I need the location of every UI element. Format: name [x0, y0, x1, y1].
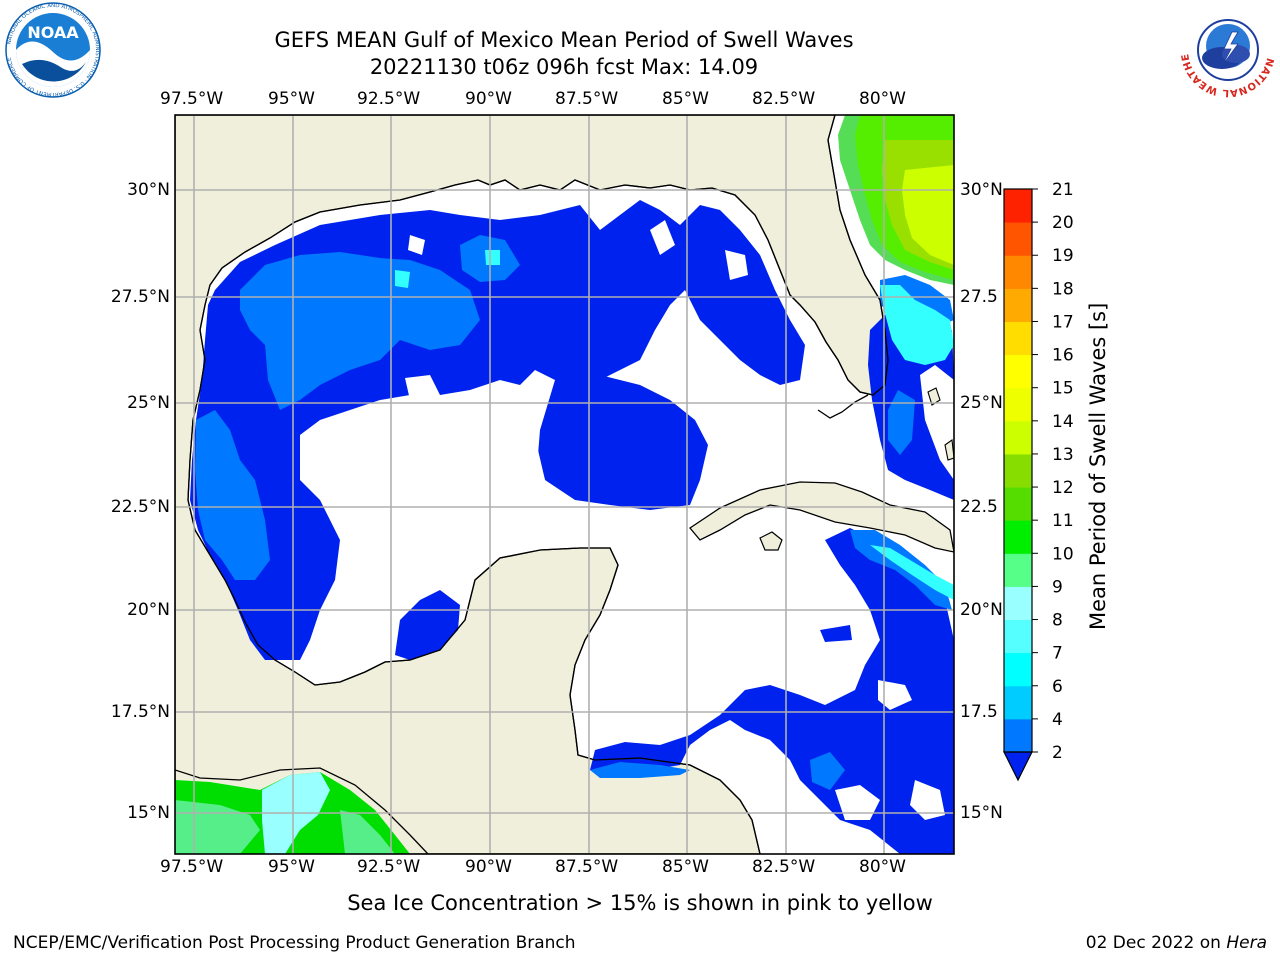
colorbar-tick-label: 14: [1052, 412, 1074, 432]
lat-tick-right: 17.5: [960, 702, 998, 722]
colorbar-segment: [1004, 354, 1032, 389]
colorbar-segment: [1004, 553, 1032, 587]
colorbar-tick-label: 6: [1052, 677, 1063, 697]
lon-tick-top: 95°W: [268, 89, 315, 109]
lon-tick-bottom: 90°W: [465, 857, 512, 877]
colorbar-tick-label: 9: [1052, 577, 1063, 597]
colorbar-tick-label: 12: [1052, 478, 1074, 498]
coastline: [187, 115, 889, 854]
colorbar-tick-label: 10: [1052, 544, 1074, 564]
colorbar-tick-label: 15: [1052, 379, 1074, 399]
colorbar-tick-label: 17: [1052, 312, 1074, 332]
colorbar-segment: [1004, 453, 1032, 488]
lat-tick-left: 30°N: [127, 180, 170, 200]
chart-title: GEFS MEAN Gulf of Mexico Mean Period of …: [274, 28, 854, 52]
map-frame: [174, 114, 955, 855]
lat-tick-left: 17.5°N: [110, 702, 170, 722]
colorbar-segment: [1004, 586, 1032, 621]
lat-tick-right: 27.5: [960, 287, 998, 307]
colorbar-segment: [1004, 321, 1032, 356]
lat-tick-right: 20°N: [960, 600, 1003, 620]
colorbar-tick-label: 4: [1052, 710, 1063, 730]
colorbar-frame: [1003, 188, 1033, 753]
colorbar-segment: [1004, 255, 1032, 289]
colorbar-segment: [1004, 189, 1032, 223]
land-florida-keys: [817, 394, 869, 419]
land-cuba: [689, 481, 954, 553]
colorbar-segment: [1004, 222, 1032, 256]
lat-tick-left: 27.5°N: [110, 287, 170, 307]
colorbar-tick-label: 11: [1052, 511, 1074, 531]
colorbar-tick-label: 7: [1052, 644, 1063, 664]
footer-host: Hera: [1226, 933, 1267, 953]
lon-tick-top: 87.5°W: [555, 89, 619, 109]
colorbar-tick-label: 2: [1052, 743, 1063, 763]
lon-tick-bottom: 97.5°W: [160, 857, 224, 877]
colorbar-segment: [1004, 619, 1032, 654]
swell-field-blue: [195, 235, 954, 790]
lat-tick-right: 15°N: [960, 803, 1003, 823]
colorbar-segment: [1004, 685, 1032, 720]
footer-date: 02 Dec 2022 on Hera: [1086, 933, 1267, 953]
lat-tick-left: 15°N: [127, 803, 170, 823]
colorbar-segment: [1004, 288, 1032, 322]
colorbar-tick-label: 8: [1052, 611, 1063, 631]
noaa-logo-text: NOAA: [27, 23, 79, 42]
lon-tick-bottom: 80°W: [859, 857, 906, 877]
land-isla-juventud: [759, 531, 783, 551]
lon-tick-bottom: 85°W: [662, 857, 709, 877]
colorbar-segment: [1004, 520, 1032, 554]
colorbar-label: Mean Period of Swell Waves [s]: [1086, 302, 1110, 630]
map-gridlines: [175, 115, 954, 854]
sea-ice-caption: Sea Ice Concentration > 15% is shown in …: [347, 891, 933, 915]
lat-tick-left: 20°N: [127, 600, 170, 620]
colorbar: 2 4 6 7 8 9 10 11 12 13 14 15 16 17 18 19 20 21: [1003, 180, 1074, 782]
colorbar-segment: [1004, 420, 1032, 455]
swell-field-cyan: [395, 250, 954, 600]
lon-tick-bottom: 95°W: [268, 857, 315, 877]
lat-tick-right: 25°N: [960, 393, 1003, 413]
colorbar-segment: [1004, 652, 1032, 687]
footer-date-text: 02 Dec 2022 on: [1085, 933, 1227, 953]
lat-tick-left: 22.5°N: [110, 497, 170, 517]
colorbar-tick-label: 16: [1052, 346, 1074, 366]
nws-logo: NATIONAL WEATHER SERVICE: [1178, 2, 1275, 98]
colorbar-tick-label: 13: [1052, 445, 1074, 465]
swell-gaps: [300, 220, 945, 820]
colorbar-segment: [1004, 387, 1032, 422]
colorbar-tick-label: 18: [1052, 279, 1074, 299]
colorbar-extend: [1003, 751, 1033, 782]
colorbar-tick-label: 21: [1052, 180, 1074, 200]
swell-field-atlantic: [838, 115, 954, 285]
lon-tick-top: 92.5°W: [357, 89, 421, 109]
footer-credit: NCEP/EMC/Verification Post Processing Pr…: [13, 933, 576, 953]
lon-tick-bottom: 82.5°W: [752, 857, 816, 877]
lon-tick-bottom: 92.5°W: [357, 857, 421, 877]
colorbar-segment: [1004, 487, 1032, 521]
lon-tick-top: 90°W: [465, 89, 512, 109]
lon-tick-top: 80°W: [859, 89, 906, 109]
lon-tick-top: 97.5°W: [160, 89, 224, 109]
lon-tick-top: 85°W: [662, 89, 709, 109]
lat-tick-right: 30°N: [960, 180, 1003, 200]
colorbar-segment: [1004, 718, 1032, 753]
colorbar-tick-label: 19: [1052, 246, 1074, 266]
lon-tick-bottom: 87.5°W: [555, 857, 619, 877]
lon-tick-top: 82.5°W: [752, 89, 816, 109]
lat-tick-left: 25°N: [127, 393, 170, 413]
coastline-pacific: [175, 767, 429, 854]
chart-subtitle: 20221130 t06z 096h fcst Max: 14.09: [369, 55, 759, 79]
noaa-logo: NOAA NATIONAL OCEANIC AND ATMOSPHERIC AD…: [5, 2, 101, 98]
colorbar-tick-label: 20: [1052, 213, 1074, 233]
lat-tick-right: 22.5: [960, 497, 998, 517]
